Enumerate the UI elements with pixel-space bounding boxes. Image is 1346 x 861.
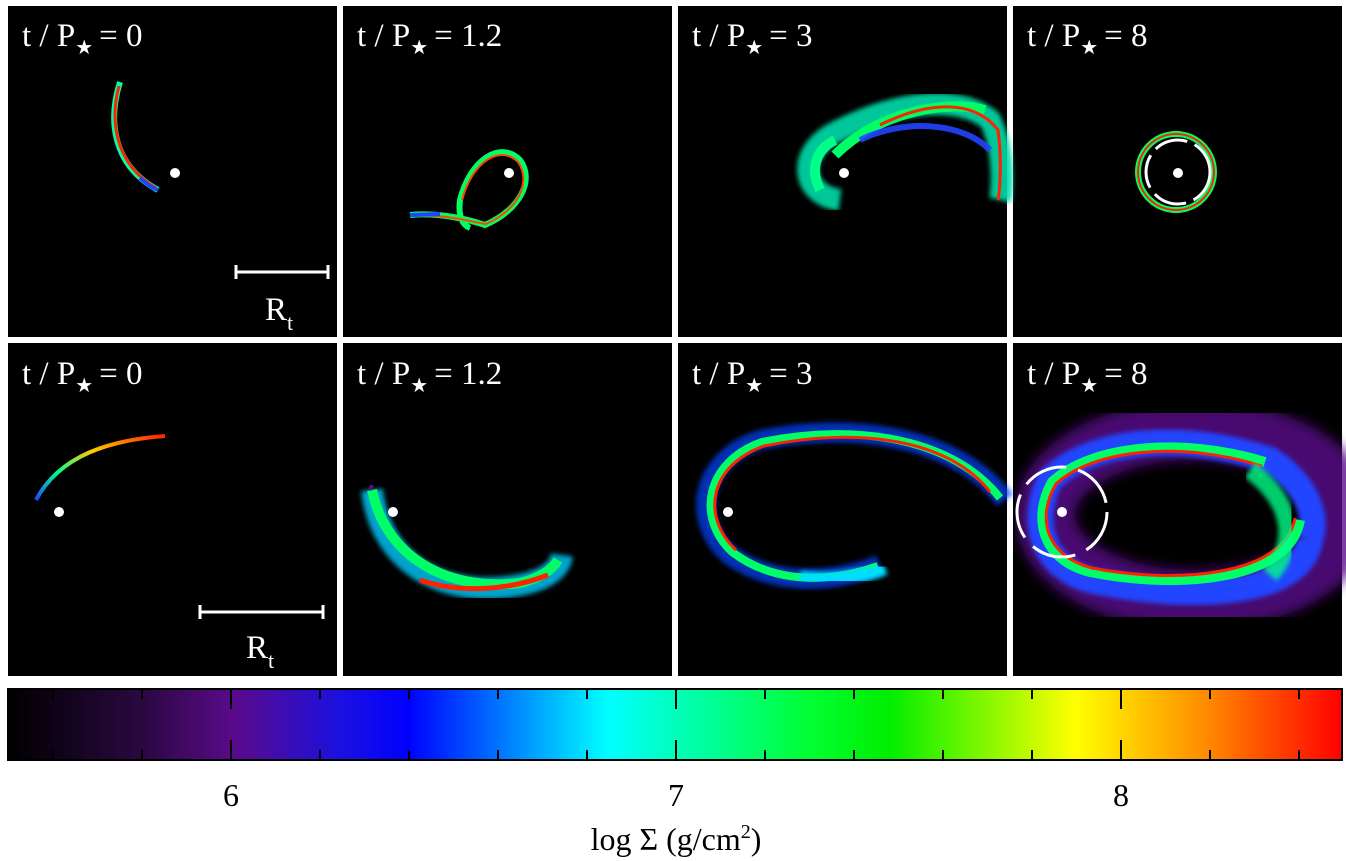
stream-bottom-3 (696, 422, 1013, 589)
panel-label-top-1: t / P★ = 0 (22, 18, 143, 59)
top-row-streams (111, 81, 1217, 231)
black-hole-top-1 (170, 168, 180, 178)
black-hole-bottom-1 (54, 507, 64, 517)
colorbar: 6 7 8 log Σ (g/cm2) (7, 688, 1343, 857)
panel-bottom-2 (343, 343, 672, 676)
panel-label-bottom-1: t / P★ = 0 (22, 356, 143, 397)
colorbar-ticks (52, 689, 1300, 760)
colorbar-tick-label-6: 6 (223, 777, 239, 813)
scale-bar-label-bottom: Rt (246, 630, 274, 673)
black-hole-bottom-4 (1057, 507, 1067, 517)
black-hole-bottom-2 (388, 507, 398, 517)
tidal-radius-circle-top (1144, 138, 1212, 206)
panel-bottom-3 (678, 343, 1007, 676)
stream-top-4 (1135, 131, 1217, 213)
panel-label-top-3: t / P★ = 3 (692, 18, 813, 59)
colorbar-axis-label: log Σ (g/cm2) (591, 821, 762, 857)
colorbar-tick-label-7: 7 (668, 777, 684, 813)
bottom-row-streams (34, 400, 1346, 630)
stream-bottom-4 (1015, 400, 1346, 630)
black-hole-markers (54, 168, 1183, 517)
tidal-radius-circle-bottom (1015, 465, 1109, 559)
black-hole-top-2 (504, 168, 514, 178)
stream-bottom-2 (361, 484, 573, 600)
panel-labels: t / P★ = 0 t / P★ = 1.2 t / P★ = 3 t / P★ = … (22, 18, 1148, 397)
scale-bar-top: Rt (234, 265, 330, 335)
black-hole-top-3 (839, 168, 849, 178)
panel-label-bottom-3: t / P★ = 3 (692, 356, 813, 397)
stream-top-3 (797, 93, 1013, 211)
stream-top-2 (409, 149, 529, 231)
panel-label-bottom-2: t / P★ = 1.2 (357, 356, 502, 397)
panel-label-top-2: t / P★ = 1.2 (357, 18, 502, 59)
black-hole-bottom-3 (723, 507, 733, 517)
scale-bar-label-top: Rt (265, 292, 293, 335)
panel-label-top-4: t / P★ = 8 (1027, 18, 1148, 59)
scale-bar-bottom: Rt (198, 605, 325, 673)
panel-label-bottom-4: t / P★ = 8 (1027, 356, 1148, 397)
black-hole-top-4 (1173, 168, 1183, 178)
colorbar-tick-label-8: 8 (1113, 777, 1129, 813)
stream-bottom-1 (34, 434, 166, 501)
